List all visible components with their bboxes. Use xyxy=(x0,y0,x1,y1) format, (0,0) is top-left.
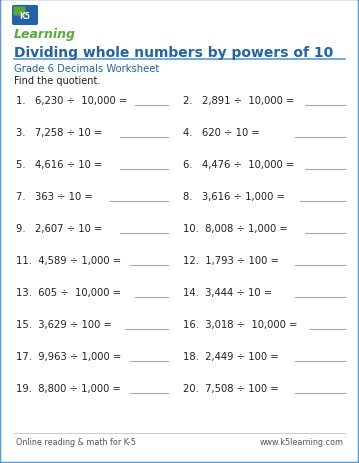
Text: www.k5learning.com: www.k5learning.com xyxy=(260,437,344,446)
FancyBboxPatch shape xyxy=(13,6,37,25)
Text: 7.   363 ÷ 10 =: 7. 363 ÷ 10 = xyxy=(16,192,93,201)
Text: 8.   3,616 ÷ 1,000 =: 8. 3,616 ÷ 1,000 = xyxy=(183,192,285,201)
Text: Grade 6 Decimals Worksheet: Grade 6 Decimals Worksheet xyxy=(14,64,159,74)
Text: Find the quotient.: Find the quotient. xyxy=(14,76,101,86)
Text: 19.  8,800 ÷ 1,000 =: 19. 8,800 ÷ 1,000 = xyxy=(16,383,121,393)
Text: 3.   7,258 ÷ 10 =: 3. 7,258 ÷ 10 = xyxy=(16,128,102,138)
Text: 5.   4,616 ÷ 10 =: 5. 4,616 ÷ 10 = xyxy=(16,160,102,169)
Text: 12.  1,793 ÷ 100 =: 12. 1,793 ÷ 100 = xyxy=(183,256,279,265)
Text: 6.   4,476 ÷  10,000 =: 6. 4,476 ÷ 10,000 = xyxy=(183,160,294,169)
Text: 17.  9,963 ÷ 1,000 =: 17. 9,963 ÷ 1,000 = xyxy=(16,351,121,361)
Text: 9.   2,607 ÷ 10 =: 9. 2,607 ÷ 10 = xyxy=(16,224,102,233)
Text: Online reading & math for K-5: Online reading & math for K-5 xyxy=(16,437,136,446)
Text: 20.  7,508 ÷ 100 =: 20. 7,508 ÷ 100 = xyxy=(183,383,279,393)
Text: 1.   6,230 ÷  10,000 =: 1. 6,230 ÷ 10,000 = xyxy=(16,96,127,106)
Text: 18.  2,449 ÷ 100 =: 18. 2,449 ÷ 100 = xyxy=(183,351,279,361)
Text: Dividing whole numbers by powers of 10: Dividing whole numbers by powers of 10 xyxy=(14,46,333,60)
Text: 15.  3,629 ÷ 100 =: 15. 3,629 ÷ 100 = xyxy=(16,319,112,329)
Text: K5: K5 xyxy=(19,12,31,21)
FancyBboxPatch shape xyxy=(14,7,25,17)
Text: 10.  8,008 ÷ 1,000 =: 10. 8,008 ÷ 1,000 = xyxy=(183,224,288,233)
Text: 16.  3,018 ÷  10,000 =: 16. 3,018 ÷ 10,000 = xyxy=(183,319,297,329)
Text: 2.   2,891 ÷  10,000 =: 2. 2,891 ÷ 10,000 = xyxy=(183,96,294,106)
Text: Learning: Learning xyxy=(14,28,76,41)
Text: 4.   620 ÷ 10 =: 4. 620 ÷ 10 = xyxy=(183,128,260,138)
Text: 11.  4,589 ÷ 1,000 =: 11. 4,589 ÷ 1,000 = xyxy=(16,256,121,265)
Text: 13.  605 ÷  10,000 =: 13. 605 ÷ 10,000 = xyxy=(16,288,121,297)
Text: 14.  3,444 ÷ 10 =: 14. 3,444 ÷ 10 = xyxy=(183,288,272,297)
